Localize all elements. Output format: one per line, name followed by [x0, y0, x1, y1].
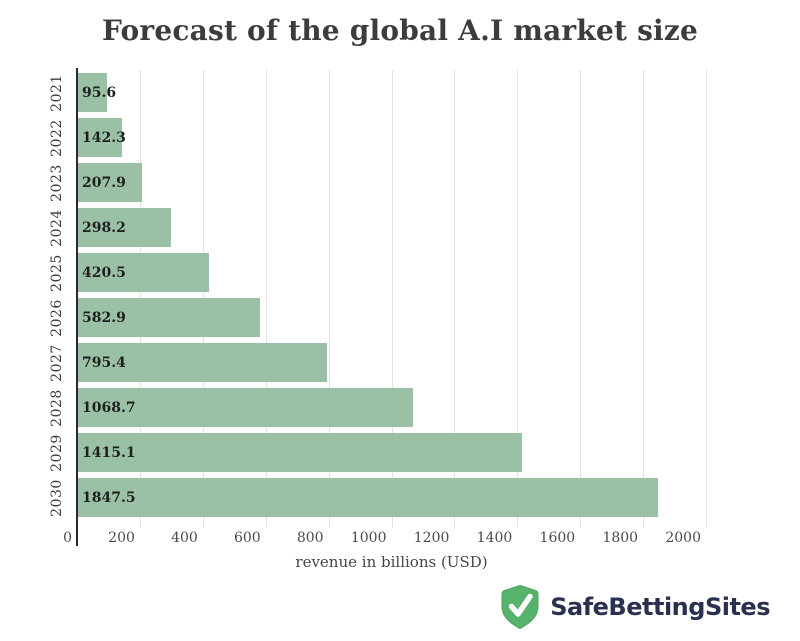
- year-cell: 2029: [38, 430, 76, 475]
- x-tick-label: 2000: [665, 530, 701, 546]
- bar: 420.5: [77, 253, 210, 292]
- bar-row: 142.3: [77, 115, 706, 160]
- x-axis-ticks: 0 200 400 600 800 1000 1200 1400 1600 1800 2000: [63, 530, 706, 548]
- year-cell: 2022: [38, 115, 76, 160]
- year-axis: 2021 2022 2023 2024 2025 2026 2027 2028 2029 2030: [38, 70, 76, 520]
- gridline: [328, 70, 330, 528]
- bar: 1415.1: [77, 433, 523, 472]
- bar-value-label: 1415.1: [82, 444, 136, 461]
- y-axis-line: [76, 68, 78, 546]
- bar-value-label: 420.5: [82, 264, 126, 281]
- x-tick-label: 800: [296, 530, 324, 546]
- gridline: [391, 70, 393, 528]
- bar-row: 420.5: [77, 250, 706, 295]
- bar-value-label: 95.6: [82, 84, 117, 101]
- bar-row: 1415.1: [77, 430, 706, 475]
- year-label: 2028: [48, 388, 65, 427]
- gridline: [706, 70, 707, 528]
- x-tick-label: 600: [233, 530, 261, 546]
- year-cell: 2024: [38, 205, 76, 250]
- year-cell: 2030: [38, 475, 76, 520]
- year-cell: 2026: [38, 295, 76, 340]
- x-tick-label: 1800: [602, 530, 639, 546]
- gridline: [580, 70, 582, 528]
- bar-value-label: 582.9: [82, 309, 126, 326]
- bar: 95.6: [77, 73, 116, 112]
- brand-footer: SafeBettingSites: [500, 584, 770, 630]
- year-label: 2024: [48, 208, 65, 247]
- x-tick-label: 1000: [350, 530, 387, 546]
- gridline: [643, 70, 645, 528]
- shield-check-icon: [501, 584, 539, 630]
- bar: 207.9: [77, 163, 143, 202]
- year-label: 2030: [48, 478, 65, 517]
- year-label: 2026: [48, 298, 65, 337]
- bar-row: 95.6: [77, 70, 706, 115]
- gridline: [265, 70, 267, 528]
- bar-value-label: 1847.5: [82, 489, 136, 506]
- year-cell: 2027: [38, 340, 76, 385]
- x-tick-label: 0: [63, 530, 72, 546]
- bar-row: 1847.5: [77, 475, 706, 520]
- bar-row: 207.9: [77, 160, 706, 205]
- year-label: 2021: [48, 73, 65, 112]
- year-cell: 2021: [38, 70, 76, 115]
- year-label: 2022: [48, 118, 65, 157]
- bar-row: 1068.7: [77, 385, 706, 430]
- x-tick-label: 1200: [413, 530, 450, 546]
- gridline: [517, 70, 519, 528]
- bar-value-label: 142.3: [82, 129, 126, 146]
- bar: 298.2: [77, 208, 171, 247]
- bar: 1068.7: [77, 388, 414, 427]
- bar-row: 298.2: [77, 205, 706, 250]
- x-tick-label: 1600: [539, 530, 576, 546]
- bar-row: 795.4: [77, 340, 706, 385]
- bar-value-label: 1068.7: [82, 399, 136, 416]
- bar-value-label: 795.4: [82, 354, 126, 371]
- x-tick-label: 400: [171, 530, 198, 546]
- year-label: 2029: [48, 433, 65, 472]
- plot-area: 95.6 142.3 207.9 298.2 420.5 582.9 795.4 1068.7…: [77, 70, 707, 528]
- x-tick-label: 1400: [476, 530, 513, 546]
- x-tick-label: 200: [108, 530, 135, 546]
- bar-value-label: 298.2: [82, 219, 126, 236]
- bar: 142.3: [77, 118, 126, 157]
- year-label: 2027: [48, 343, 65, 382]
- year-label: 2023: [48, 163, 65, 202]
- bar-value-label: 207.9: [82, 174, 126, 191]
- gridline: [454, 70, 456, 528]
- chart-title: Forecast of the global A.I market size: [102, 14, 698, 47]
- bar: 1847.5: [77, 478, 659, 517]
- bar: 795.4: [77, 343, 328, 382]
- bar-rows: 95.6 142.3 207.9 298.2 420.5 582.9 795.4 1068.7…: [77, 70, 706, 520]
- bar-row: 582.9: [77, 295, 706, 340]
- year-cell: 2023: [38, 160, 76, 205]
- year-cell: 2025: [38, 250, 76, 295]
- bar: 582.9: [77, 298, 261, 337]
- x-axis-title: revenue in billions (USD): [295, 553, 488, 571]
- year-label: 2025: [48, 253, 65, 292]
- brand-logo-text: SafeBettingSites: [550, 593, 770, 621]
- year-cell: 2028: [38, 385, 76, 430]
